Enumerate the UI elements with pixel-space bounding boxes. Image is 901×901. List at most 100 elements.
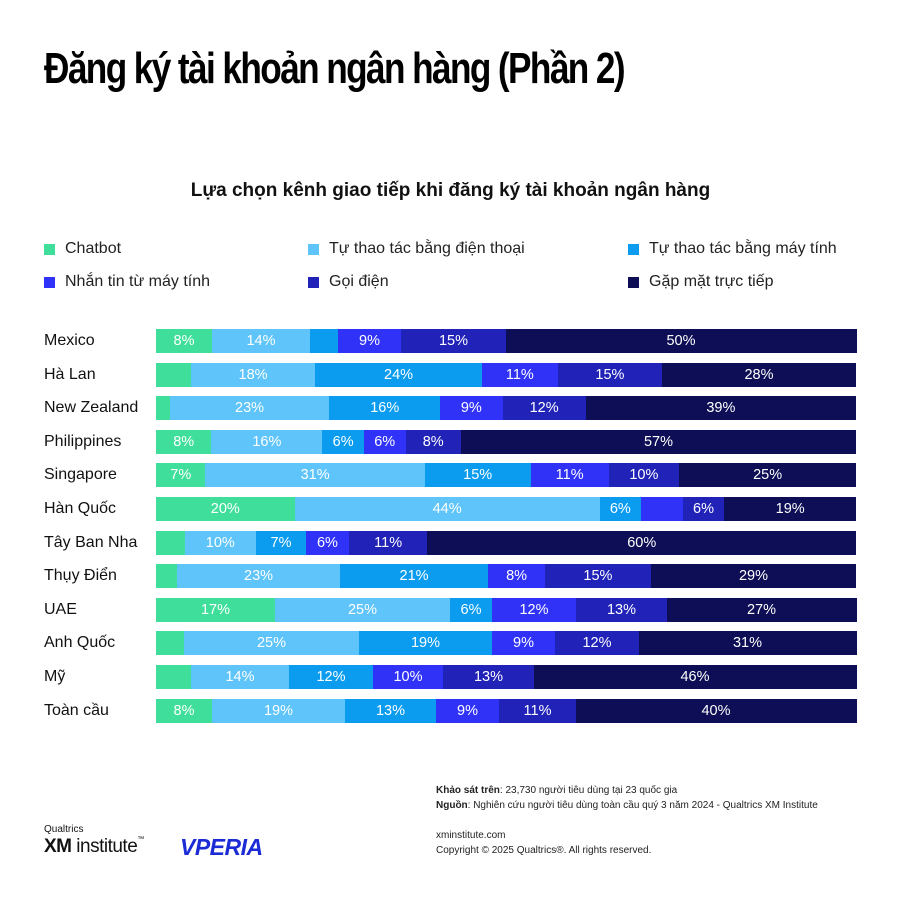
bar-segment-chatbot <box>156 698 213 723</box>
survey-text: : 23,730 người tiêu dùng tại 23 quốc gia <box>499 785 678 796</box>
legend-item-computer-self-service: Tự thao tác bằng máy tính <box>628 240 837 258</box>
row-label-philippines: Philippines <box>44 432 122 450</box>
bar-row-philippines: 8% 16% 6% 6% 8% 57% <box>156 429 857 454</box>
legend-swatch <box>44 243 55 255</box>
survey-note: Khảo sát trên: 23,730 người tiêu dùng tạ… <box>436 785 677 796</box>
bar-segment-chatbot <box>156 530 186 555</box>
trademark-symbol: ™ <box>137 836 144 843</box>
data-label: 12% <box>529 400 559 417</box>
legend-item-chatbot: Chatbot <box>44 240 121 258</box>
data-label: 31% <box>732 635 763 652</box>
bar-segment-chatbot <box>156 665 192 689</box>
data-label: 15% <box>583 568 613 585</box>
bar-segment-tu-thao-tac-bang-dien-thoai <box>205 463 426 488</box>
data-label: 11% <box>523 702 552 719</box>
bar-segment-tu-thao-tac-bang-dien-thoai <box>294 497 601 521</box>
legend-item-phone-call: Gọi điện <box>308 273 389 291</box>
data-label: 6% <box>332 433 354 450</box>
bar-segment-tu-thao-tac-bang-dien-thoai <box>211 429 323 454</box>
bar-segment-nhan-tin-tu-may-tinh <box>363 429 406 454</box>
bar-segment-goi-dien <box>499 698 577 723</box>
data-label: 50% <box>666 333 696 349</box>
data-label: 19% <box>263 702 294 719</box>
data-label: 24% <box>384 366 414 383</box>
legend-swatch <box>308 243 319 255</box>
bar-segment-chatbot <box>156 597 276 622</box>
data-label: 12% <box>316 669 346 685</box>
bar-segment-gap-mat-truc-tiep <box>639 631 857 656</box>
bar-segment-nhan-tin-tu-may-tinh <box>306 530 350 555</box>
xm-institute-logo: XM institute™ <box>44 836 144 858</box>
legend-item-in-person: Gặp mặt trực tiếp <box>628 273 774 291</box>
data-label: 9% <box>460 400 482 417</box>
legend-label: Tự thao tác bằng điện thoại <box>329 240 525 257</box>
data-label: 14% <box>246 333 276 349</box>
bar-segment-goi-dien <box>576 597 668 622</box>
legend-label: Tự thao tác bằng máy tính <box>649 240 837 257</box>
data-label: 6% <box>316 534 338 551</box>
bar-segment-tu-thao-tac-bang-may-tinh <box>256 530 307 555</box>
bar-segment-tu-thao-tac-bang-may-tinh <box>345 698 437 723</box>
bar-segment-gap-mat-truc-tiep <box>427 530 857 555</box>
data-label: 46% <box>680 669 710 685</box>
bar-segment-goi-dien <box>544 564 652 589</box>
data-label: 7% <box>170 467 192 484</box>
legend-swatch <box>628 276 639 288</box>
bar-row-toan-cau: 8% 19% 13% 9% 11% 40% <box>156 698 857 723</box>
bar-segment-tu-thao-tac-bang-dien-thoai <box>212 329 311 353</box>
bar-segment-nhan-tin-tu-may-tinh <box>530 463 609 488</box>
legend-label: Chatbot <box>65 240 122 257</box>
data-label: 57% <box>643 433 673 450</box>
data-label: 10% <box>205 534 235 551</box>
data-label: 14% <box>225 669 255 685</box>
data-label: 11% <box>555 467 584 484</box>
xm-logo-text: XM <box>44 836 72 857</box>
bar-segment-nhan-tin-tu-may-tinh <box>481 362 559 387</box>
data-label: 13% <box>375 702 406 719</box>
data-label: 13% <box>473 669 504 685</box>
bar-segment-tu-thao-tac-bang-may-tinh <box>322 429 365 454</box>
data-label: 8% <box>173 433 195 450</box>
data-label: 9% <box>457 702 478 719</box>
bar-segment-chatbot <box>156 329 213 353</box>
bar-row-new-zealand: 23% 16% 9% 12% 39% <box>156 396 857 421</box>
bar-segment-nhan-tin-tu-may-tinh <box>436 698 500 723</box>
bar-segment-chatbot <box>156 463 206 488</box>
source-note: Nguồn: Nghiên cứu người tiêu dùng toàn c… <box>436 800 818 811</box>
data-label: 6% <box>374 433 396 450</box>
data-label: 16% <box>252 433 282 450</box>
bar-segment-chatbot <box>156 497 296 521</box>
bar-segment-chatbot <box>156 429 212 454</box>
bar-segment-gap-mat-truc-tiep <box>679 463 857 488</box>
data-label: 16% <box>370 400 400 417</box>
data-label: 10% <box>393 669 423 685</box>
data-label: 8% <box>173 702 195 719</box>
data-label: 12% <box>582 635 612 652</box>
bar-segment-nhan-tin-tu-may-tinh <box>492 597 577 622</box>
bar-segment-chatbot <box>156 564 178 589</box>
bar-segment-goi-dien <box>682 497 725 521</box>
bar-segment-nhan-tin-tu-may-tinh <box>373 665 444 689</box>
row-label-ha-lan: Hà Lan <box>44 365 96 383</box>
bar-segment-chatbot <box>156 396 171 421</box>
bar-segment-tu-thao-tac-bang-may-tinh <box>289 665 374 689</box>
bar-segment-gap-mat-truc-tiep <box>506 329 857 353</box>
legend-swatch <box>308 276 319 288</box>
bar-segment-tu-thao-tac-bang-may-tinh <box>450 597 493 622</box>
data-label: 23% <box>244 568 274 585</box>
bar-segment-gap-mat-truc-tiep <box>576 698 857 723</box>
bar-segment-gap-mat-truc-tiep <box>650 564 857 589</box>
data-label: 8% <box>506 568 528 585</box>
data-label: 15% <box>463 467 493 484</box>
bar-row-thuy-dien: 23% 21% 8% 15% 29% <box>156 564 857 589</box>
bar-segment-gap-mat-truc-tiep <box>667 597 857 622</box>
bar-segment-tu-thao-tac-bang-may-tinh <box>315 362 483 387</box>
data-label: 8% <box>173 333 195 349</box>
website-link[interactable]: xminstitute.com <box>436 830 506 841</box>
data-label: 31% <box>300 467 330 484</box>
survey-label: Khảo sát trên <box>436 785 500 796</box>
bar-segment-nhan-tin-tu-may-tinh <box>440 396 504 421</box>
source-label: Nguồn <box>436 800 468 811</box>
bar-segment-gap-mat-truc-tiep <box>661 362 857 387</box>
bar-segment-nhan-tin-tu-may-tinh <box>488 564 546 589</box>
